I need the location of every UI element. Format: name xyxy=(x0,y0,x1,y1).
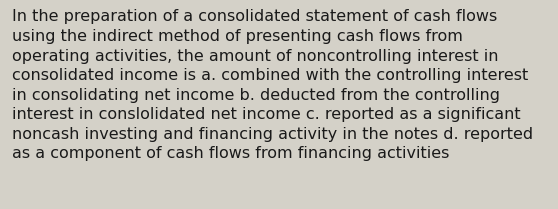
Text: In the preparation of a consolidated statement of cash flows
using the indirect : In the preparation of a consolidated sta… xyxy=(12,9,533,161)
